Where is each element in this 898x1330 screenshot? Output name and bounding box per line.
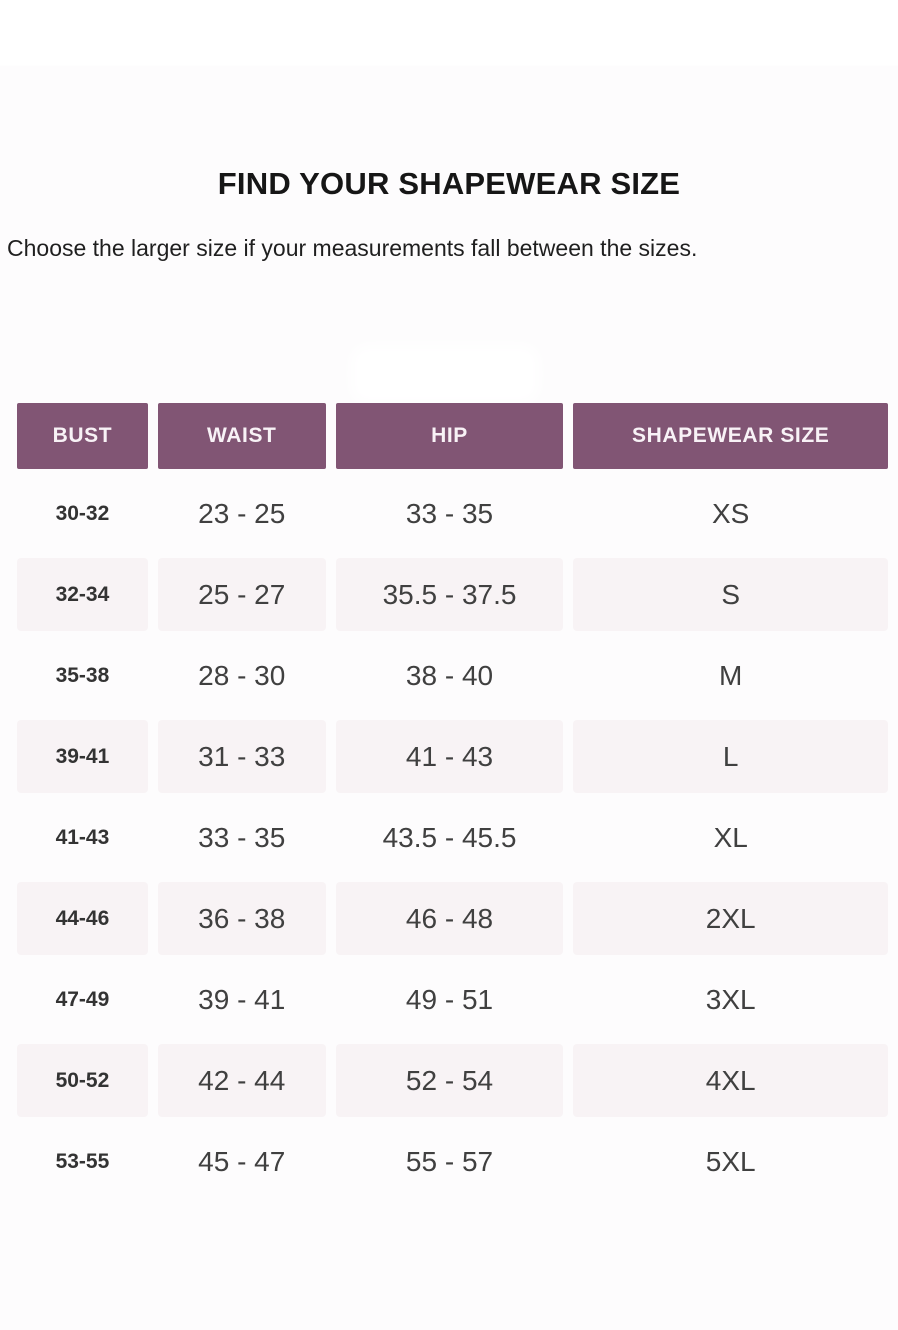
cell-hip: 52 - 54 (335, 1044, 564, 1117)
cell-shapewear-size: M (719, 659, 743, 691)
page-title: FIND YOUR SHAPEWEAR SIZE (217, 166, 681, 201)
cell-hip: 46 - 48 (335, 882, 564, 955)
cell-waist: 36 - 38 (157, 882, 326, 955)
cell-shapewear-size: XL (713, 821, 748, 853)
table-row: 44-46 36 - 38 46 - 48 2XL (17, 878, 888, 959)
cell-hip: 38 - 40 (405, 659, 494, 691)
column-header-waist: WAIST (157, 403, 326, 469)
table-row: 53-55 45 - 47 55 - 57 5XL (17, 1121, 888, 1202)
cell-bust: 53-55 (55, 1149, 110, 1173)
table-row: 50-52 42 - 44 52 - 54 4XL (17, 1040, 888, 1121)
faint-highlight (358, 352, 532, 396)
cell-shapewear-size: 3XL (705, 983, 756, 1015)
cell-bust: 50-52 (17, 1044, 148, 1117)
size-chart-table: BUST WAIST HIP SHAPEWEAR SIZE 30-32 23 - … (17, 403, 888, 1202)
cell-bust: 35-38 (55, 663, 110, 687)
cell-bust: 47-49 (55, 987, 110, 1011)
cell-bust: 32-34 (17, 558, 148, 631)
cell-shapewear-size: L (573, 720, 888, 793)
cell-shapewear-size: 4XL (573, 1044, 888, 1117)
column-header-hip: HIP (335, 403, 564, 469)
column-header-bust: BUST (17, 403, 148, 469)
cell-hip: 49 - 51 (405, 983, 494, 1015)
table-row: 32-34 25 - 27 35.5 - 37.5 S (17, 554, 888, 635)
table-row: 39-41 31 - 33 41 - 43 L (17, 716, 888, 797)
cell-bust: 41-43 (55, 825, 110, 849)
table-header-row: BUST WAIST HIP SHAPEWEAR SIZE (17, 403, 888, 469)
cell-waist: 31 - 33 (157, 720, 326, 793)
cell-waist: 45 - 47 (198, 1145, 286, 1177)
cell-hip: 41 - 43 (335, 720, 564, 793)
cell-shapewear-size: S (573, 558, 888, 631)
cell-bust: 44-46 (17, 882, 148, 955)
column-header-shapewear-size: SHAPEWEAR SIZE (573, 403, 888, 469)
cell-bust: 30-32 (55, 501, 110, 525)
cell-shapewear-size: XS (712, 497, 750, 529)
table-row: 47-49 39 - 41 49 - 51 3XL (17, 959, 888, 1040)
page-subtitle: Choose the larger size if your measureme… (7, 235, 698, 261)
cell-waist: 28 - 30 (198, 659, 286, 691)
cell-waist: 42 - 44 (157, 1044, 326, 1117)
cell-waist: 33 - 35 (198, 821, 286, 853)
cell-hip: 35.5 - 37.5 (335, 558, 564, 631)
cell-waist: 25 - 27 (157, 558, 326, 631)
cell-waist: 23 - 25 (198, 497, 286, 529)
cell-shapewear-size: 2XL (573, 882, 888, 955)
table-row: 30-32 23 - 25 33 - 35 XS (17, 473, 888, 554)
table-row: 41-43 33 - 35 43.5 - 45.5 XL (17, 797, 888, 878)
cell-waist: 39 - 41 (198, 983, 286, 1015)
cell-bust: 39-41 (17, 720, 148, 793)
table-row: 35-38 28 - 30 38 - 40 M (17, 635, 888, 716)
cell-shapewear-size: 5XL (705, 1145, 756, 1177)
cell-hip: 43.5 - 45.5 (382, 821, 517, 853)
cell-hip: 55 - 57 (405, 1145, 494, 1177)
cell-hip: 33 - 35 (405, 497, 494, 529)
table-body: 30-32 23 - 25 33 - 35 XS 32-34 25 - 27 35.5 - … (17, 473, 888, 1202)
